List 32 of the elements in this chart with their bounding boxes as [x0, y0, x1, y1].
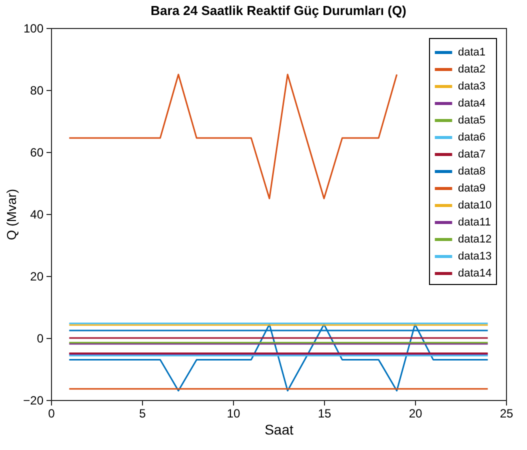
- y-tick-label: −20: [23, 394, 44, 408]
- y-tick-label: 60: [30, 146, 44, 160]
- legend-label: data11: [458, 216, 491, 228]
- legend-label: data7: [458, 148, 486, 160]
- x-tick-label: 5: [139, 406, 146, 420]
- x-tick-label: 15: [318, 406, 332, 420]
- x-tick-label: 0: [48, 406, 56, 420]
- y-axis-title: Q (Mvar): [4, 188, 20, 240]
- legend-label: data5: [458, 114, 486, 126]
- legend-label: data12: [458, 234, 492, 246]
- legend-label: data9: [458, 182, 486, 194]
- x-axis-title: Saat: [264, 422, 294, 438]
- line-series: [68, 74, 398, 200]
- line-series: [68, 324, 489, 392]
- legend-label: data6: [458, 132, 486, 144]
- legend-label: data10: [458, 200, 492, 212]
- y-tick-label: 100: [23, 22, 44, 36]
- y-tick-label: 20: [30, 270, 44, 284]
- legend-label: data2: [458, 64, 486, 76]
- x-tick-label: 20: [408, 406, 422, 420]
- x-tick-label: 10: [226, 406, 240, 420]
- legend-label: data8: [458, 166, 486, 178]
- chart-title: Bara 24 Saatlik Reaktif Güç Durumları (Q): [150, 3, 406, 18]
- legend-label: data4: [458, 98, 486, 110]
- x-tick-label: 25: [500, 406, 514, 420]
- legend-label: data14: [458, 268, 492, 280]
- legend-label: data1: [458, 46, 486, 58]
- legend-label: data13: [458, 250, 492, 262]
- y-tick-label: 0: [36, 332, 44, 346]
- legend-label: data3: [458, 80, 486, 92]
- y-tick-label: 40: [30, 208, 44, 222]
- y-tick-label: 80: [30, 84, 44, 98]
